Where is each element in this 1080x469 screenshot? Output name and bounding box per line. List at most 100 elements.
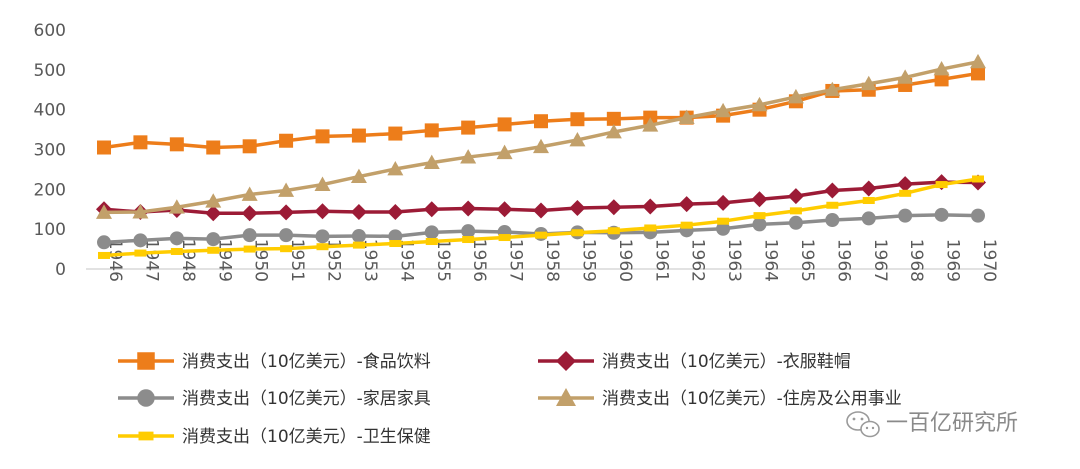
legend-label: 消费支出（10亿美元）-住房及公用事业 <box>602 389 902 409</box>
x-tick-label: 1953 <box>360 239 380 282</box>
data-point-housing <box>496 144 513 160</box>
x-tick-label: 1965 <box>797 239 817 282</box>
data-point-health <box>134 249 147 257</box>
series-housing <box>96 53 986 219</box>
data-point-food <box>570 112 585 127</box>
data-point-housing <box>605 123 622 139</box>
series-line-food <box>103 71 979 150</box>
x-axis-ticks: 1946 1947 1948 1949 1950 1951 1952 1953 1954 1955… <box>105 239 999 282</box>
data-point-clothing <box>460 200 477 217</box>
data-point-housing <box>241 186 258 201</box>
data-point-furniture <box>133 233 148 248</box>
legend-label: 消费支出（10亿美元）-家居家具 <box>182 389 431 409</box>
data-point-health <box>280 245 293 253</box>
data-point-food <box>169 137 184 152</box>
data-point-housing <box>423 154 440 170</box>
x-tick-label: 1961 <box>651 239 671 282</box>
data-point-health <box>535 231 547 239</box>
data-point-housing <box>751 96 768 112</box>
y-axis-ticks: 0 100 200 300 400 500 600 <box>34 21 66 280</box>
data-point-health <box>717 217 730 225</box>
data-point-health <box>425 238 438 246</box>
data-point-clothing <box>787 188 804 205</box>
data-point-clothing <box>605 199 622 216</box>
data-point-health <box>644 224 657 232</box>
x-tick-label: 1964 <box>761 239 781 282</box>
y-tick-label: 500 <box>34 61 66 81</box>
data-point-clothing <box>278 204 295 221</box>
data-point-housing <box>897 69 914 84</box>
watermark: 一百亿研究所 <box>846 411 1018 438</box>
data-point-housing <box>205 193 222 208</box>
data-point-food <box>388 126 403 141</box>
data-point-housing <box>96 204 112 219</box>
data-point-housing <box>168 199 185 214</box>
legend: 消费支出（10亿美元）-食品饮料 消费支出（10亿美元）-衣服鞋帽消费支出（10亿… <box>118 351 902 447</box>
x-tick-label: 1966 <box>833 239 853 282</box>
data-point-furniture <box>97 235 111 250</box>
legend-label: 消费支出（10亿美元）-衣服鞋帽 <box>602 352 851 372</box>
data-point-food <box>424 123 439 138</box>
data-point-health <box>389 240 402 248</box>
data-point-health <box>98 251 110 259</box>
x-tick-label: 1960 <box>615 239 635 282</box>
data-point-health <box>935 181 948 189</box>
y-tick-label: 200 <box>34 180 66 200</box>
data-point-health <box>498 234 511 242</box>
series-group <box>96 53 986 259</box>
data-point-clothing <box>642 198 659 215</box>
data-point-clothing <box>897 176 914 193</box>
legend-swatch-marker <box>138 431 154 441</box>
data-point-health <box>607 227 620 235</box>
data-point-clothing <box>241 205 258 222</box>
legend-item-furniture: 消费支出（10亿美元）-家居家具 <box>118 389 431 409</box>
series-health <box>98 175 984 259</box>
data-point-health <box>680 221 693 229</box>
data-point-clothing <box>423 201 440 218</box>
legend-swatch-marker <box>137 352 155 370</box>
data-point-food <box>242 139 257 154</box>
data-point-food <box>97 140 111 155</box>
data-point-health <box>972 175 984 183</box>
data-point-health <box>899 189 912 197</box>
data-point-furniture <box>206 232 221 247</box>
x-tick-label: 1968 <box>906 239 926 282</box>
y-tick-label: 300 <box>34 141 66 161</box>
data-point-food <box>934 72 949 87</box>
data-point-furniture <box>279 228 294 243</box>
series-clothing <box>96 174 986 222</box>
data-point-housing <box>533 138 549 154</box>
data-point-furniture <box>169 231 184 246</box>
data-point-health <box>462 236 475 244</box>
data-point-housing <box>970 53 986 69</box>
wechat-icon <box>846 411 880 438</box>
data-point-clothing <box>751 191 768 208</box>
data-point-housing <box>860 75 877 91</box>
legend-swatch-marker <box>556 351 576 371</box>
data-point-furniture <box>716 221 731 236</box>
data-point-food <box>279 133 294 148</box>
x-tick-label: 1969 <box>943 239 963 282</box>
data-point-clothing <box>569 200 586 217</box>
data-point-clothing <box>350 204 367 221</box>
data-point-furniture <box>752 217 767 232</box>
data-point-health <box>862 196 875 204</box>
x-tick-label: 1950 <box>251 239 271 282</box>
data-point-health <box>243 245 256 253</box>
x-tick-label: 1958 <box>542 239 562 282</box>
data-point-clothing <box>496 201 513 218</box>
data-point-clothing <box>860 180 877 197</box>
x-tick-label: 1948 <box>178 239 198 282</box>
data-point-furniture <box>242 228 257 243</box>
data-point-furniture <box>461 224 476 239</box>
data-point-furniture <box>351 228 366 243</box>
data-point-food <box>315 129 330 144</box>
data-point-furniture <box>788 215 803 230</box>
legend-swatch-marker <box>137 389 155 407</box>
x-tick-label: 1970 <box>979 239 999 282</box>
data-point-housing <box>314 176 331 191</box>
data-point-food <box>206 140 221 155</box>
data-point-health <box>170 247 183 255</box>
data-point-housing <box>132 204 149 219</box>
data-point-housing <box>678 109 695 125</box>
